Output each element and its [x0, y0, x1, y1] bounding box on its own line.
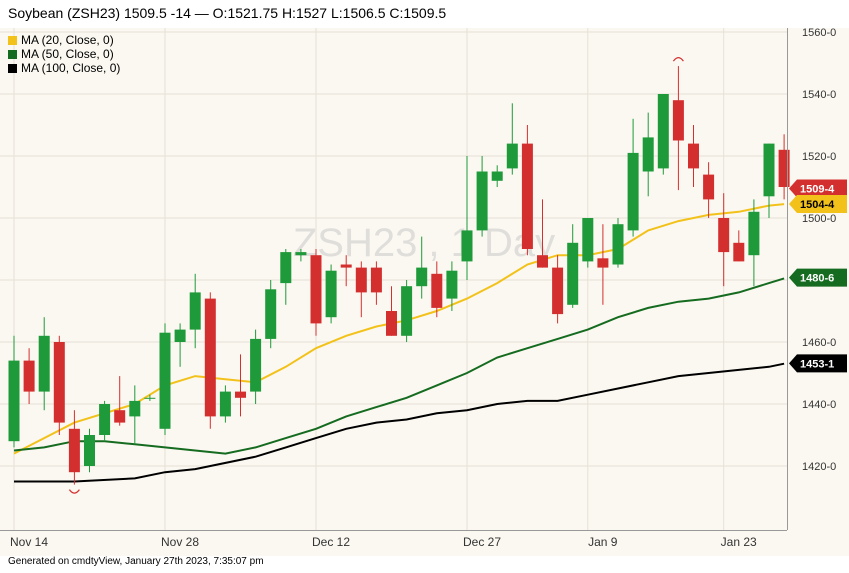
candle-body-down	[778, 149, 790, 187]
candle-body-up	[265, 289, 277, 339]
price-tag-bg	[789, 179, 847, 198]
price-tag-label: 1504-4	[800, 199, 835, 211]
candle-body-up	[38, 335, 50, 392]
candle-body-down	[672, 100, 684, 141]
candle-body-up	[84, 435, 95, 466]
y-tick-label: 1560-0	[802, 28, 836, 39]
x-tick-label: Nov 28	[161, 535, 199, 549]
x-tick-label: Dec 12	[312, 535, 350, 549]
candle-body-down	[204, 298, 216, 417]
ma-line-2	[14, 362, 785, 483]
candle-body-down	[537, 255, 548, 268]
candlesticks	[8, 66, 790, 485]
price-chart[interactable]: ZSH23 , 1 Day 1420-01440-01460-01480-015…	[0, 28, 849, 556]
legend-label: MA (20, Close, 0)	[21, 33, 114, 47]
candle-body-up	[416, 267, 428, 287]
candle-body-up	[401, 286, 413, 336]
price-tag-bg	[789, 195, 847, 214]
candle-body-up	[174, 329, 186, 342]
y-tick-label: 1540-0	[802, 89, 836, 101]
candle-body-down	[23, 360, 35, 392]
candle-body-down	[53, 342, 65, 423]
candle-body-down	[688, 143, 699, 169]
candle-body-up	[567, 242, 579, 305]
candle-body-down	[521, 143, 533, 249]
candle-body-down	[340, 264, 352, 268]
candle-body-up	[159, 332, 171, 429]
chart-watermark: ZSH23 , 1 Day	[293, 221, 555, 265]
legend: MA (20, Close, 0) MA (50, Close, 0) MA (10…	[8, 33, 120, 75]
candle-body-down	[114, 410, 126, 423]
candle-body-down	[355, 267, 367, 293]
price-axis[interactable]	[787, 28, 849, 556]
y-tick-label: 1420-0	[802, 461, 836, 473]
candle-body-down	[386, 311, 397, 336]
candle-body-up	[491, 171, 503, 181]
candle-body-up	[612, 224, 624, 265]
candle-body-up	[325, 270, 337, 318]
candle-body-up	[642, 137, 654, 172]
y-tick-label: 1500-0	[802, 213, 836, 225]
candle-body-up	[461, 230, 473, 262]
generated-footer: Generated on cmdtyView, January 27th 202…	[8, 556, 264, 567]
candle-body-down	[718, 218, 730, 253]
legend-item: MA (100, Close, 0)	[8, 61, 120, 75]
ma-line-1	[13, 277, 785, 455]
price-tag-label: 1509-4	[800, 184, 835, 196]
x-tick-label: Dec 27	[463, 535, 501, 549]
candle-body-down	[68, 428, 80, 473]
y-tick-label: 1520-0	[802, 151, 836, 163]
candle-body-down	[431, 273, 443, 308]
legend-swatch	[8, 35, 17, 45]
candle-body-down	[552, 267, 564, 315]
candle-body-up	[250, 338, 262, 392]
candle-body-down	[310, 255, 322, 324]
candle-body-down	[235, 391, 246, 398]
y-tick-label: 1440-0	[802, 399, 836, 411]
candle-body-up	[506, 143, 518, 169]
extreme-markers	[68, 57, 684, 494]
legend-swatch	[8, 63, 17, 73]
x-tick-label: Nov 14	[10, 535, 48, 549]
legend-label: MA (100, Close, 0)	[21, 61, 121, 75]
candle-body-up	[476, 171, 488, 231]
x-tick-label: Jan 9	[588, 535, 618, 549]
time-axis[interactable]	[0, 530, 787, 556]
candle-body-up	[219, 391, 231, 417]
candle-body-up	[144, 397, 156, 399]
price-tag-bg	[789, 354, 847, 373]
candle-body-down	[597, 258, 609, 268]
chart-title: Soybean (ZSH23) 1509.5 -14 — O:1521.75 H…	[8, 5, 447, 21]
legend-item: MA (20, Close, 0)	[8, 33, 120, 47]
legend-swatch	[8, 49, 17, 59]
legend-item: MA (50, Close, 0)	[8, 47, 120, 61]
legend-label: MA (50, Close, 0)	[21, 47, 114, 61]
candle-body-up	[8, 360, 20, 442]
candle-body-up	[763, 143, 775, 197]
candle-body-down	[703, 174, 715, 200]
time-axis-labels: Nov 14 Nov 28 Dec 12 Dec 27 Jan 9 Jan 23	[10, 535, 757, 549]
candle-body-up	[189, 292, 201, 330]
candle-body-up	[627, 152, 639, 231]
plot-background	[0, 28, 787, 530]
price-tag-bg	[789, 268, 847, 287]
candle-body-up	[295, 252, 307, 256]
x-tick-label: Jan 23	[721, 535, 757, 549]
price-tag-label: 1453-1	[800, 358, 834, 370]
low-marker	[68, 489, 80, 494]
candle-body-down	[370, 267, 382, 293]
candle-body-up	[748, 211, 760, 256]
candle-body-up	[582, 218, 594, 262]
candle-body-up	[657, 94, 669, 169]
price-tag-label: 1480-6	[800, 273, 834, 285]
candle-body-up	[280, 252, 292, 284]
high-marker	[672, 57, 684, 62]
y-tick-label: 1460-0	[802, 337, 836, 349]
candle-body-down	[733, 242, 745, 262]
price-tags: 1509-4 1504-4 1480-6 1453-1	[789, 179, 847, 373]
candle-body-up	[446, 270, 458, 299]
candle-body-up	[129, 400, 141, 417]
candle-body-up	[99, 404, 111, 435]
